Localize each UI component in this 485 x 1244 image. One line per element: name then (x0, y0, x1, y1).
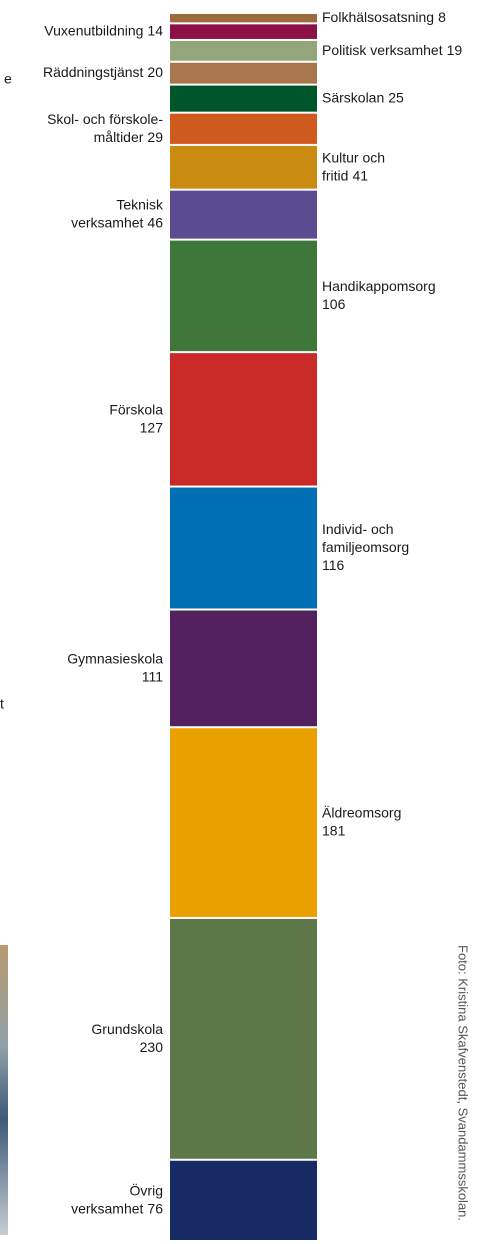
segment-label: Äldreomsorg 181 (322, 804, 401, 838)
value-label: 76 (147, 1200, 163, 1216)
segment-label: Teknisk verksamhet 46 (71, 196, 164, 230)
segment (170, 190, 317, 239)
segment (170, 353, 317, 486)
label-line: familjeomsorg (322, 539, 409, 555)
segment (170, 85, 317, 112)
segment (170, 240, 317, 352)
label-line: Individ- och (322, 521, 394, 537)
photo-credit: Foto: Kristina Skafvenstedt, Svandammssk… (456, 945, 471, 1221)
value-label: 19 (447, 42, 463, 58)
segment (170, 1160, 317, 1240)
segment (170, 40, 317, 61)
label-line: Skol- och förskole- (47, 110, 163, 126)
segment-label: Övrig verksamhet 76 (71, 1181, 163, 1216)
segment-label: Räddningstjänst 20 (43, 64, 163, 80)
label-line: Övrig (130, 1181, 163, 1198)
segment (170, 728, 317, 917)
label-line: Handikappomsorg (322, 278, 436, 294)
segment-label: Politisk verksamhet 19 (322, 42, 462, 58)
segment-label: Folkhälsosatsning 8 (322, 9, 446, 25)
segment-label: Vuxenutbildning 14 (44, 22, 163, 38)
label-line: verksamhet (71, 214, 143, 230)
value-label: 29 (147, 128, 163, 144)
segment (170, 24, 317, 39)
label-line: Särskolan (322, 89, 384, 105)
label-line: måltider (94, 128, 144, 144)
edge-fragment: e (4, 71, 12, 87)
edge-fragment: t (0, 696, 4, 712)
segment-label: Förskola 127 (109, 401, 163, 435)
label-line: Politisk verksamhet (322, 42, 443, 58)
value-label: 230 (140, 1039, 164, 1055)
segment-label: Kultur och fritid 41 (322, 149, 385, 183)
value-label: 41 (352, 167, 368, 183)
segment (170, 145, 317, 189)
label-line: verksamhet (71, 1200, 143, 1216)
segment (170, 113, 317, 144)
value-label: 106 (322, 296, 346, 312)
label-line: Räddningstjänst (43, 64, 144, 80)
value-label: 8 (438, 9, 446, 25)
segment-label: Individ- och familjeomsorg 116 (322, 521, 409, 573)
label-line: Teknisk (116, 196, 164, 212)
label-line: Kultur och (322, 149, 385, 165)
segment (170, 14, 317, 23)
label-line: Vuxenutbildning (44, 22, 143, 38)
value-label: 14 (147, 22, 163, 38)
value-label: 20 (147, 64, 163, 80)
segment (170, 62, 317, 84)
segment (170, 610, 317, 727)
value-label: 111 (142, 668, 163, 684)
label-line: fritid (322, 167, 348, 183)
segment-label: Gymnasieskola 111 (67, 650, 163, 684)
label-line: Gymnasieskola (67, 650, 163, 666)
segment (170, 918, 317, 1159)
label-line: Äldreomsorg (322, 804, 401, 820)
segment-label: Särskolan 25 (322, 89, 404, 105)
label-line: Folkhälsosatsning (322, 9, 434, 25)
value-label: 181 (322, 822, 346, 838)
value-label: 25 (388, 89, 404, 105)
label-line: Grundskola (91, 1021, 163, 1037)
value-label: 46 (147, 214, 163, 230)
value-label: 116 (322, 557, 345, 573)
segment-label: Grundskola 230 (91, 1021, 163, 1055)
value-label: 127 (140, 419, 164, 435)
segment (170, 487, 317, 609)
segment-label: Skol- och förskole-måltider 29 (47, 110, 163, 144)
label-line: Förskola (109, 401, 163, 417)
segment-label: Handikappomsorg 106 (322, 278, 436, 312)
photo-edge (0, 945, 8, 1235)
